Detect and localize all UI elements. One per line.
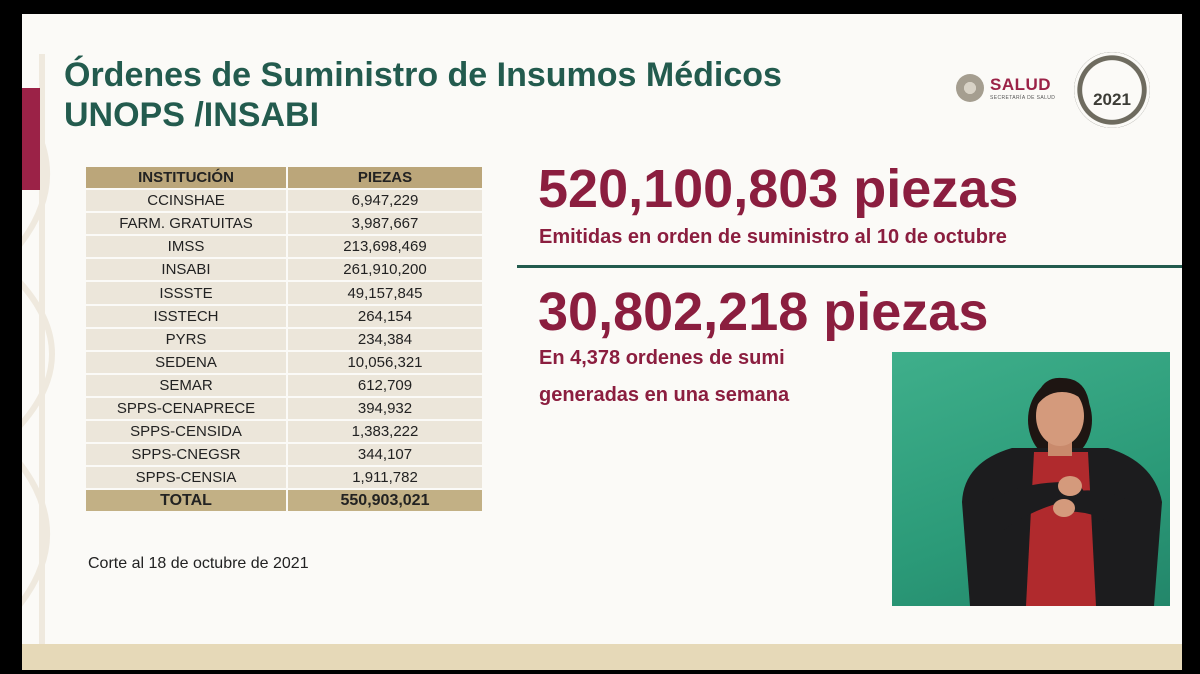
cell-piezas: 6,947,229 — [288, 190, 482, 212]
salud-logo-subtitle: SECRETARÍA DE SALUD — [990, 95, 1056, 101]
mexico-2021-emblem: 2021 — [1074, 52, 1150, 128]
table-row: IMSS 213,698,469 — [86, 236, 482, 258]
cell-institucion: FARM. GRATUITAS — [86, 213, 286, 235]
table-row: SPPS-CENSIDA 1,383,222 — [86, 421, 482, 443]
table-row: SPPS-CENSIA 1,911,782 — [86, 467, 482, 489]
institutions-table: INSTITUCIÓN PIEZAS CCINSHAE 6,947,229 FAR… — [84, 165, 484, 513]
salud-logo: SALUD SECRETARÍA DE SALUD — [956, 72, 1066, 108]
table-row: FARM. GRATUITAS 3,987,667 — [86, 213, 482, 235]
salud-logo-name: SALUD — [990, 75, 1052, 94]
emblem-year: 2021 — [1093, 90, 1131, 109]
cell-piezas: 49,157,845 — [288, 282, 482, 304]
cell-piezas: 10,056,321 — [288, 351, 482, 373]
highlight-caption-2-line2: generadas en una semana — [539, 384, 790, 406]
table-row: SEDENA 10,056,321 — [86, 351, 482, 373]
table-row: SEMAR 612,709 — [86, 374, 482, 396]
cell-piezas: 3,987,667 — [288, 213, 482, 235]
cutoff-note: Corte al 18 de octubre de 2021 — [88, 555, 309, 572]
table-row: SPPS-CENAPRECE 394,932 — [86, 397, 482, 420]
sign-language-interpreter-video — [892, 352, 1170, 606]
highlight-value-1: 520,100,803 piezas — [538, 159, 1019, 219]
highlight-caption-1: Emitidas en orden de suministro al 10 de… — [539, 226, 1007, 248]
cell-piezas: 234,384 — [288, 328, 482, 350]
column-header-piezas: PIEZAS — [288, 167, 482, 189]
total-label: TOTAL — [86, 490, 286, 512]
interpreter-figure — [962, 377, 1162, 606]
cell-institucion: SEMAR — [86, 374, 286, 396]
cell-institucion: INSABI — [86, 259, 286, 281]
coat-of-arms-icon — [956, 74, 984, 102]
cell-institucion: PYRS — [86, 328, 286, 350]
table-row: PYRS 234,384 — [86, 328, 482, 350]
presentation-slide: Órdenes de Suministro de Insumos Médicos… — [22, 14, 1182, 670]
cell-institucion: ISSSTE — [86, 282, 286, 304]
cell-institucion: SEDENA — [86, 351, 286, 373]
cell-piezas: 1,911,782 — [288, 467, 482, 489]
decorative-pattern — [22, 54, 55, 654]
cell-institucion: ISSTECH — [86, 305, 286, 327]
cell-piezas: 612,709 — [288, 374, 482, 396]
divider — [517, 265, 1182, 268]
cell-institucion: SPPS-CENAPRECE — [86, 397, 286, 420]
cell-institucion: CCINSHAE — [86, 190, 286, 212]
cell-institucion: SPPS-CNEGSR — [86, 444, 286, 466]
highlight-value-2: 30,802,218 piezas — [538, 282, 989, 342]
table-row: SPPS-CNEGSR 344,107 — [86, 444, 482, 466]
table-row: ISSTECH 264,154 — [86, 305, 482, 327]
cell-piezas: 1,383,222 — [288, 421, 482, 443]
cell-piezas: 344,107 — [288, 444, 482, 466]
cell-piezas: 261,910,200 — [288, 259, 482, 281]
table-total-row: TOTAL 550,903,021 — [86, 490, 482, 512]
total-value: 550,903,021 — [288, 490, 482, 512]
cell-institucion: SPPS-CENSIDA — [86, 421, 286, 443]
accent-bar — [22, 88, 40, 190]
page-subtitle: UNOPS /INSABI — [64, 96, 320, 134]
column-header-institucion: INSTITUCIÓN — [86, 167, 286, 189]
cell-piezas: 213,698,469 — [288, 236, 482, 258]
bottom-bar — [22, 644, 1182, 670]
table-row: ISSSTE 49,157,845 — [86, 282, 482, 304]
table-row: INSABI 261,910,200 — [86, 259, 482, 281]
highlight-caption-2-line1: En 4,378 ordenes de sumi — [539, 347, 785, 369]
table-row: CCINSHAE 6,947,229 — [86, 190, 482, 212]
cell-institucion: SPPS-CENSIA — [86, 467, 286, 489]
cell-piezas: 394,932 — [288, 397, 482, 420]
cell-institucion: IMSS — [86, 236, 286, 258]
page-title: Órdenes de Suministro de Insumos Médicos — [64, 56, 782, 94]
table-header-row: INSTITUCIÓN PIEZAS — [86, 167, 482, 189]
cell-piezas: 264,154 — [288, 305, 482, 327]
